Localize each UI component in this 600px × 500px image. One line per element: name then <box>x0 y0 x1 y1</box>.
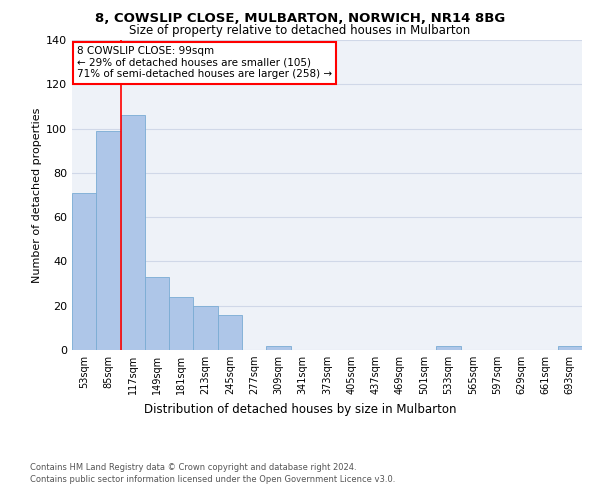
Text: Contains HM Land Registry data © Crown copyright and database right 2024.: Contains HM Land Registry data © Crown c… <box>30 462 356 471</box>
Text: Size of property relative to detached houses in Mulbarton: Size of property relative to detached ho… <box>130 24 470 37</box>
Bar <box>121 116 145 350</box>
Bar <box>218 314 242 350</box>
Bar <box>266 346 290 350</box>
Bar <box>558 346 582 350</box>
Bar <box>72 193 96 350</box>
Text: 8 COWSLIP CLOSE: 99sqm
← 29% of detached houses are smaller (105)
71% of semi-de: 8 COWSLIP CLOSE: 99sqm ← 29% of detached… <box>77 46 332 80</box>
Text: Distribution of detached houses by size in Mulbarton: Distribution of detached houses by size … <box>144 402 456 415</box>
Y-axis label: Number of detached properties: Number of detached properties <box>32 108 42 282</box>
Bar <box>169 297 193 350</box>
Bar <box>193 306 218 350</box>
Bar <box>436 346 461 350</box>
Text: 8, COWSLIP CLOSE, MULBARTON, NORWICH, NR14 8BG: 8, COWSLIP CLOSE, MULBARTON, NORWICH, NR… <box>95 12 505 26</box>
Bar <box>96 131 121 350</box>
Bar <box>145 277 169 350</box>
Text: Contains public sector information licensed under the Open Government Licence v3: Contains public sector information licen… <box>30 475 395 484</box>
